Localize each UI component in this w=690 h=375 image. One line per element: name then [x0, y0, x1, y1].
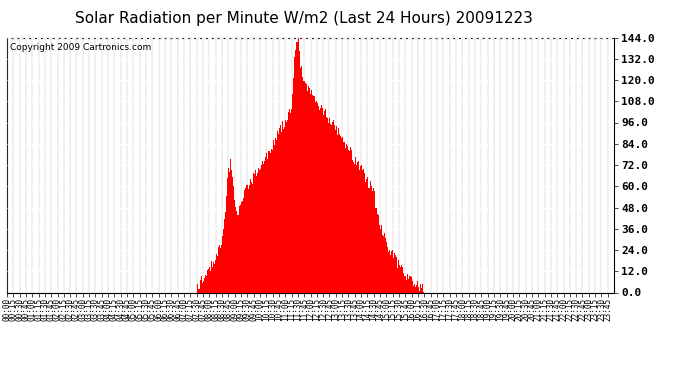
- Text: Copyright 2009 Cartronics.com: Copyright 2009 Cartronics.com: [10, 43, 151, 52]
- Text: Solar Radiation per Minute W/m2 (Last 24 Hours) 20091223: Solar Radiation per Minute W/m2 (Last 24…: [75, 11, 533, 26]
